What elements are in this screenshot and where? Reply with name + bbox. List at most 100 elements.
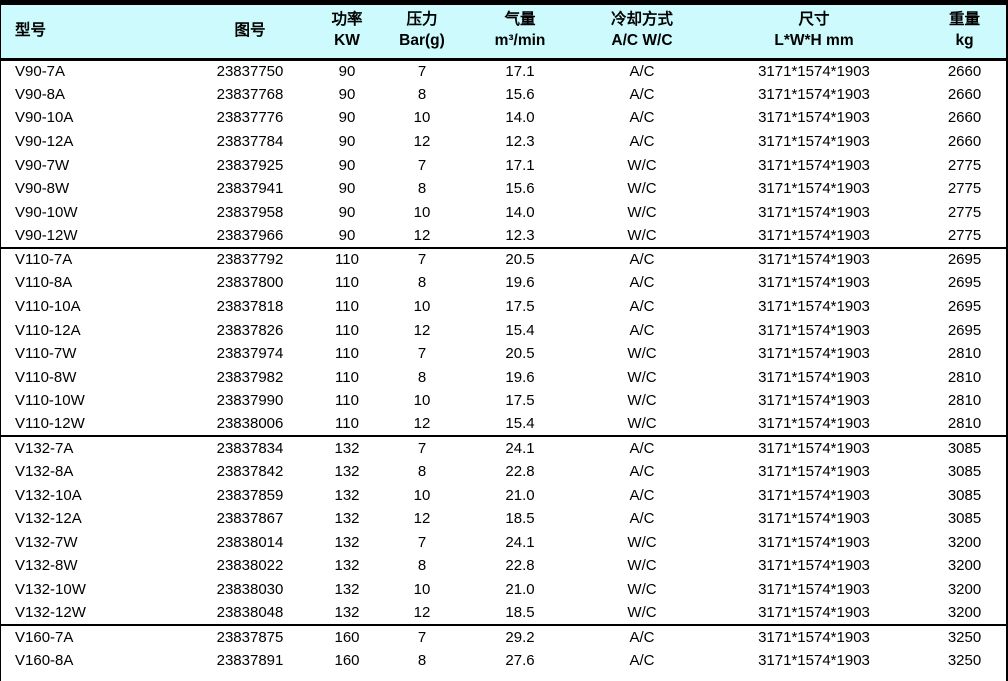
cell-cooling: W/C <box>627 203 657 221</box>
cell-power: 90 <box>338 180 356 198</box>
cell-model: V90-12W <box>15 226 78 244</box>
cell-dims: 3171*1574*1903 <box>758 510 870 528</box>
cell-weight: 2810 <box>947 392 982 410</box>
cell-power: 110 <box>335 392 359 410</box>
table-row: V132-8A 23837842 132 8 22.8 A/C 3171*1574*1903… <box>1 460 1006 484</box>
cell-weight: 3085 <box>947 486 982 504</box>
cell-model: V132-10W <box>15 581 86 598</box>
cell-dims: 3171*1574*1903 <box>758 345 870 363</box>
cell-dims: 3171*1574*1903 <box>758 533 870 551</box>
cell-weight: 3200 <box>947 604 982 622</box>
cell-pressure: 8 <box>417 557 427 575</box>
cell-cooling: W/C <box>627 581 657 598</box>
table-row: V132-12W 23838048 132 12 18.5 W/C 3171*1574*19… <box>1 601 1006 625</box>
cell-drawing: 23837834 <box>216 440 284 458</box>
cell-dims: 3171*1574*1903 <box>758 581 870 598</box>
cell-model: V160-8A <box>15 651 74 669</box>
cell-cooling: A/C <box>629 63 655 81</box>
cell-drawing: 23838022 <box>216 557 284 575</box>
col-header-label: 气量 <box>504 11 536 29</box>
cell-drawing: 23837974 <box>216 345 284 363</box>
cell-flow: 15.6 <box>505 85 535 103</box>
col-header-label: 压力 <box>406 11 438 29</box>
table-row: V90-8W 23837941 90 8 15.6 W/C 3171*1574*1903 27… <box>1 177 1006 201</box>
cell-dims: 3171*1574*1903 <box>758 557 870 575</box>
col-header-power: 功率 KW <box>314 5 380 61</box>
cell-dims: 3171*1574*1903 <box>758 440 870 458</box>
cell-pressure: 12 <box>413 510 431 528</box>
cell-flow: 27.6 <box>505 651 535 669</box>
cell-cooling: A/C <box>629 109 655 127</box>
cell-model: V132-7A <box>15 440 74 458</box>
cell-dims: 3171*1574*1903 <box>758 486 870 504</box>
cell-cooling: A/C <box>629 274 655 292</box>
cell-model: V132-10A <box>15 486 82 504</box>
table-row: V110-7A 23837792 110 7 20.5 A/C 3171*1574*1903… <box>1 248 1006 272</box>
cell-flow: 29.2 <box>505 628 535 646</box>
col-header-drawing: 图号 <box>186 5 314 61</box>
col-header-dims: 尺寸 L*W*H mm <box>708 5 920 61</box>
cell-power: 110 <box>335 415 359 433</box>
spec-table: 型号 图号 功率 KW 压力 Bar(g) 气量 m³/min 冷却方式 A/C W/C 尺寸 L*W… <box>1 5 1006 672</box>
cell-cooling: W/C <box>627 368 657 386</box>
cell-power: 132 <box>334 581 360 598</box>
cell-drawing: 23837818 <box>216 298 284 316</box>
table-row: V90-10A 23837776 90 10 14.0 A/C 3171*1574*1903… <box>1 106 1006 130</box>
col-header-weight: 重量 kg <box>920 5 1006 61</box>
cell-dims: 3171*1574*1903 <box>758 463 870 481</box>
cell-weight: 2695 <box>947 321 982 339</box>
cell-weight: 2775 <box>947 226 982 244</box>
cell-power: 132 <box>334 510 360 528</box>
cell-weight: 2660 <box>947 63 982 81</box>
cell-power: 90 <box>338 63 356 81</box>
cell-pressure: 10 <box>413 581 431 598</box>
cell-dims: 3171*1574*1903 <box>758 63 870 81</box>
cell-model: V90-7A <box>15 63 66 81</box>
cell-model: V110-10A <box>15 298 81 316</box>
cell-pressure: 12 <box>413 226 431 244</box>
cell-flow: 15.6 <box>505 180 535 198</box>
table-row: V132-7A 23837834 132 7 24.1 A/C 3171*1574*1903… <box>1 436 1006 460</box>
cell-weight: 2660 <box>947 109 982 127</box>
cell-dims: 3171*1574*1903 <box>758 368 870 386</box>
cell-cooling: A/C <box>629 321 655 339</box>
cell-dims: 3171*1574*1903 <box>758 628 870 646</box>
cell-power: 90 <box>338 85 356 103</box>
cell-model: V132-8A <box>15 463 74 481</box>
table-row: V110-10A 23837818 110 10 17.5 A/C 3171*1574*19… <box>1 295 1006 319</box>
cell-weight: 2775 <box>947 156 982 174</box>
cell-weight: 2775 <box>947 180 982 198</box>
cell-dims: 3171*1574*1903 <box>758 415 870 433</box>
cell-model: V110-12W <box>15 415 85 433</box>
cell-model: V90-8A <box>15 85 66 103</box>
cell-power: 110 <box>335 298 359 316</box>
cell-weight: 2695 <box>947 251 982 269</box>
cell-power: 90 <box>338 226 356 244</box>
cell-drawing: 23837768 <box>216 85 284 103</box>
cell-model: V110-7A <box>15 251 73 269</box>
cell-power: 110 <box>335 321 359 339</box>
cell-flow: 22.8 <box>505 463 535 481</box>
table-row: V90-12A 23837784 90 12 12.3 A/C 3171*1574*1903… <box>1 130 1006 154</box>
table-row: V110-10W 23837990 110 10 17.5 W/C 3171*1574*19… <box>1 389 1006 413</box>
cell-flow: 24.1 <box>505 440 535 458</box>
table-row: V132-8W 23838022 132 8 22.8 W/C 3171*1574*1903… <box>1 554 1006 578</box>
cell-pressure: 12 <box>413 415 431 433</box>
cell-pressure: 7 <box>417 251 427 269</box>
col-header-label: 重量 <box>948 11 980 29</box>
cell-pressure: 8 <box>417 85 427 103</box>
cell-cooling: W/C <box>627 392 657 410</box>
table-row: V90-10W 23837958 90 10 14.0 W/C 3171*1574*1903… <box>1 200 1006 224</box>
table-header: 型号 图号 功率 KW 压力 Bar(g) 气量 m³/min 冷却方式 A/C W/C 尺寸 L*W… <box>1 5 1006 61</box>
cell-flow: 14.0 <box>505 109 535 127</box>
cell-model: V90-7W <box>15 156 70 174</box>
cell-flow: 20.5 <box>505 345 535 363</box>
cell-dims: 3171*1574*1903 <box>758 85 870 103</box>
cell-pressure: 8 <box>417 274 427 292</box>
cell-flow: 22.8 <box>505 557 535 575</box>
cell-power: 90 <box>338 203 356 221</box>
cell-pressure: 12 <box>413 604 431 622</box>
cell-model: V90-12A <box>15 133 74 151</box>
cell-drawing: 23837784 <box>216 133 284 151</box>
